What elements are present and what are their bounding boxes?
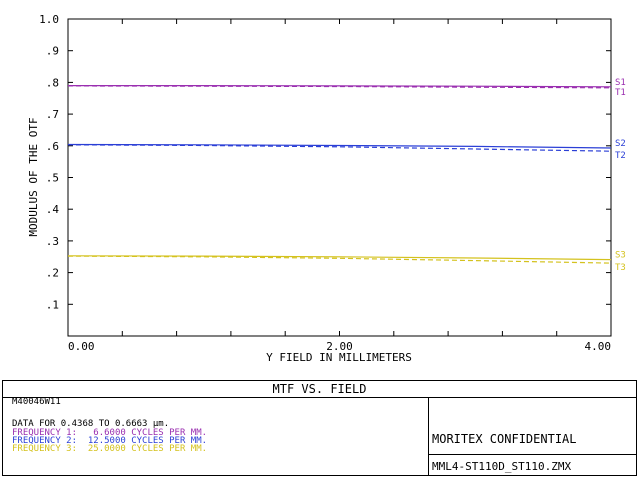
data-wavelength-line: DATA FOR 0.4368 TO 0.6663 µm. xyxy=(12,419,170,429)
series-label-t2: T2 xyxy=(615,151,626,161)
frequency-3: FREQUENCY 3: 25.0000 CYCLES PER MM. xyxy=(12,444,208,454)
footer-right-box xyxy=(428,397,637,476)
x-tick-label: 2.00 xyxy=(326,340,353,353)
series-label-t3: T3 xyxy=(615,263,626,273)
confidential-label: MORITEX CONFIDENTIAL xyxy=(432,432,577,446)
footer-right-divider xyxy=(428,454,637,455)
series-line-t1 xyxy=(67,85,612,89)
series-line-t2 xyxy=(67,144,612,152)
frequency-2: FREQUENCY 2: 12.5000 CYCLES PER MM. xyxy=(12,436,208,446)
y-tick-label: .1 xyxy=(46,298,59,311)
frequency-1: FREQUENCY 1: 6.6000 CYCLES PER MM. xyxy=(12,428,208,438)
series-label-t1: T1 xyxy=(615,88,626,98)
y-tick-label: .7 xyxy=(46,108,59,121)
file-name: MML4-ST110D_ST110.ZMX xyxy=(432,460,572,473)
y-tick-label: 1.0 xyxy=(39,13,59,26)
series-lines xyxy=(67,84,612,264)
x-tick-label: 0.00 xyxy=(68,340,95,353)
x-tick-labels: 0.00 2.00 4.00 xyxy=(68,340,611,353)
lens-id: M40046W11 xyxy=(12,397,61,407)
axis-ticks xyxy=(68,18,612,336)
y-tick-labels: 1.0 .9 .8 .7 .6 .5 .4 .3 .2 .1 xyxy=(39,13,59,311)
series-label-s2: S2 xyxy=(615,139,626,149)
y-tick-label: .2 xyxy=(46,267,59,280)
y-axis-label: MODULUS OF THE OTF xyxy=(27,117,40,236)
y-tick-label: .8 xyxy=(46,76,59,89)
series-label-s3: S3 xyxy=(615,251,626,261)
y-tick-label: .6 xyxy=(46,140,59,153)
footer-title-bar xyxy=(2,380,637,398)
series-line-t3 xyxy=(67,255,612,264)
plot-area xyxy=(67,18,612,337)
y-tick-label: .4 xyxy=(46,203,60,216)
x-tick-label: 4.00 xyxy=(585,340,612,353)
x-axis-label: Y FIELD IN MILLIMETERS xyxy=(266,351,412,364)
y-tick-label: .3 xyxy=(46,235,59,248)
y-tick-label: .5 xyxy=(46,172,59,185)
y-tick-label: .9 xyxy=(46,45,59,58)
series-label-s1: S1 xyxy=(615,78,626,88)
footer-title: MTF VS. FIELD xyxy=(272,382,367,396)
